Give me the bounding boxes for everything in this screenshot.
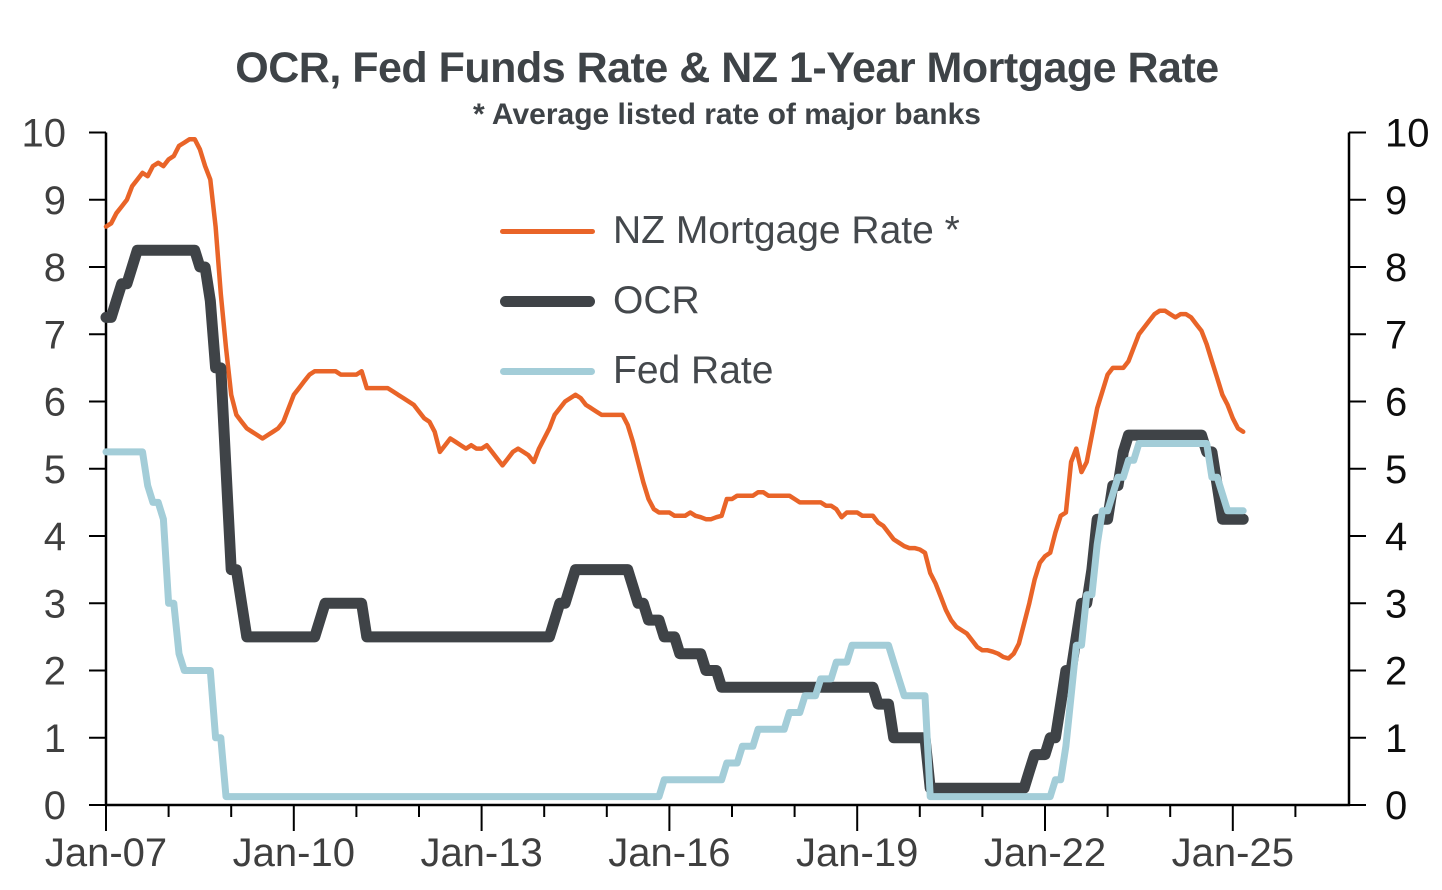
y-tick-label-left: 6: [44, 381, 66, 425]
y-tick-label-left: 4: [44, 515, 66, 559]
x-tick-label: Jan-19: [796, 831, 918, 875]
y-tick-label-right: 0: [1385, 784, 1407, 828]
legend-label: OCR: [613, 279, 700, 322]
y-tick-label-right: 4: [1385, 515, 1407, 559]
legend-item-nz-mortgage-rate: NZ Mortgage Rate *: [500, 196, 960, 266]
y-tick-label-right: 3: [1385, 582, 1407, 626]
nz-mortgage-rate-line: [103, 136, 1246, 661]
y-tick-label-right: 8: [1385, 246, 1407, 290]
y-tick-label-left: 0: [44, 784, 66, 828]
legend-label: NZ Mortgage Rate *: [613, 209, 960, 252]
y-tick-label-left: 1: [44, 717, 66, 761]
legend: NZ Mortgage Rate * OCR Fed Rate: [500, 196, 960, 406]
chart-title: OCR, Fed Funds Rate & NZ 1-Year Mortgage…: [235, 44, 1219, 92]
y-tick-label-left: 2: [44, 650, 66, 694]
y-tick-label-right: 5: [1385, 448, 1407, 492]
legend-item-fed-rate: Fed Rate: [500, 336, 960, 406]
x-tick-label: Jan-25: [1172, 831, 1294, 875]
y-tick-label-left: 5: [44, 448, 66, 492]
y-tick-label-left: 8: [44, 246, 66, 290]
x-tick-label: Jan-13: [420, 831, 542, 875]
y-tick-label-right: 9: [1385, 179, 1407, 223]
x-tick-label: Jan-07: [45, 831, 167, 875]
y-tick-label-right: 10: [1385, 112, 1430, 156]
y-tick-label-left: 7: [44, 313, 66, 357]
y-tick-label-right: 2: [1385, 650, 1407, 694]
nz-mortgage-rate-swatch-icon: [500, 228, 595, 234]
ocr-swatch-icon: [500, 295, 595, 307]
y-tick-label-right: 7: [1385, 313, 1407, 357]
x-tick-label: Jan-22: [984, 831, 1106, 875]
fed-rate-swatch-icon: [500, 367, 595, 375]
x-tick-label: Jan-10: [233, 831, 355, 875]
y-tick-label-left: 10: [22, 112, 67, 156]
y-tick-label-right: 1: [1385, 717, 1407, 761]
ocr-line: [100, 244, 1249, 794]
legend-item-ocr: OCR: [500, 266, 960, 336]
chart-subtitle: * Average listed rate of major banks: [473, 98, 981, 131]
x-tick-label: Jan-16: [608, 831, 730, 875]
fed-rate-line: [102, 440, 1247, 801]
y-tick-label-left: 3: [44, 582, 66, 626]
y-tick-label-left: 9: [44, 179, 66, 223]
legend-label: Fed Rate: [613, 349, 774, 392]
y-tick-label-right: 6: [1385, 381, 1407, 425]
